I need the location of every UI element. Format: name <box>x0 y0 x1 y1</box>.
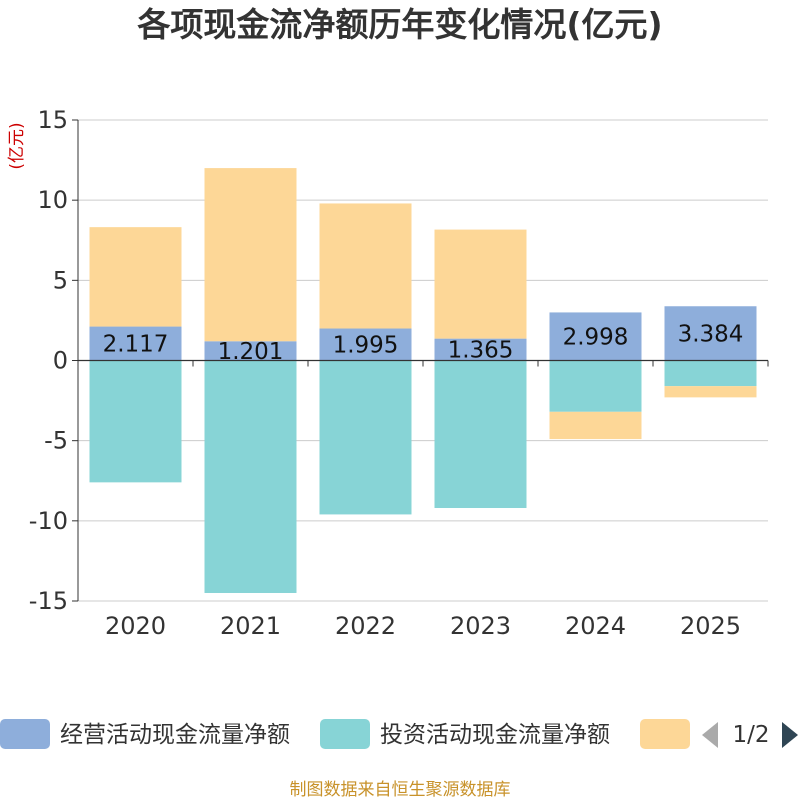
y-tick-label: -10 <box>29 507 68 535</box>
legend-swatch <box>0 719 50 749</box>
bar-series-1-2021[interactable] <box>204 341 297 361</box>
data-label-2020: 2.117 <box>103 332 169 358</box>
bar-series-3-2022[interactable] <box>319 203 412 329</box>
y-tick-label: -15 <box>29 587 68 615</box>
legend-swatch <box>320 719 370 749</box>
bar-series-2-2020[interactable] <box>89 360 182 483</box>
y-tick-label: 15 <box>37 106 68 134</box>
bar-series-3-2025[interactable] <box>664 386 757 398</box>
bar-series-2-2024[interactable] <box>549 360 642 412</box>
bar-series-1-2024[interactable] <box>549 312 642 361</box>
x-tick-label-2023: 2023 <box>450 612 511 640</box>
legend-item-3[interactable] <box>640 719 690 749</box>
legend-label: 经营活动现金流量净额 <box>60 722 290 748</box>
x-tick-label-2020: 2020 <box>105 612 166 640</box>
legend-item-1[interactable]: 经营活动现金流量净额 <box>0 719 290 749</box>
data-label-2021: 1.201 <box>218 339 284 365</box>
legend-page-indicator: 1/2 <box>732 722 769 748</box>
bar-series-3-2024[interactable] <box>549 411 642 440</box>
legend-label: 投资活动现金流量净额 <box>380 722 610 748</box>
bar-series-2-2023[interactable] <box>434 360 527 509</box>
x-tick-label-2024: 2024 <box>565 612 626 640</box>
y-tick-label: 0 <box>53 347 68 375</box>
data-label-2023: 1.365 <box>448 338 514 364</box>
x-tick-label-2022: 2022 <box>335 612 396 640</box>
legend-swatch <box>640 719 690 749</box>
data-source-note: 制图数据来自恒生聚源数据库 <box>290 780 511 800</box>
bar-series-2-2022[interactable] <box>319 360 412 515</box>
y-tick-label: -5 <box>44 427 68 455</box>
legend-prev-icon[interactable] <box>702 722 718 748</box>
bar-series-2-2021[interactable] <box>204 360 297 593</box>
data-label-2024: 2.998 <box>563 324 629 350</box>
bar-series-1-2022[interactable] <box>319 328 412 361</box>
bar-series-3-2021[interactable] <box>204 168 297 342</box>
data-label-2022: 1.995 <box>333 333 399 359</box>
bar-series-1-2023[interactable] <box>434 338 527 361</box>
bar-series-2-2025[interactable] <box>664 360 757 387</box>
y-axis-unit: (亿元) <box>7 122 27 169</box>
legend-next-icon[interactable] <box>782 722 798 748</box>
bar-series-3-2020[interactable] <box>89 227 182 327</box>
bar-series-1-2020[interactable] <box>89 326 182 361</box>
bar-series-3-2023[interactable] <box>434 229 527 339</box>
data-label-2025: 3.384 <box>678 321 744 347</box>
x-tick-label-2021: 2021 <box>220 612 281 640</box>
x-tick-label-2025: 2025 <box>680 612 741 640</box>
chart-title: 各项现金流净额历年变化情况(亿元) <box>136 5 662 44</box>
y-tick-label: 5 <box>53 266 68 294</box>
y-tick-label: 10 <box>37 186 68 214</box>
legend-item-2[interactable]: 投资活动现金流量净额 <box>320 719 610 749</box>
bar-series-1-2025[interactable] <box>664 306 757 361</box>
